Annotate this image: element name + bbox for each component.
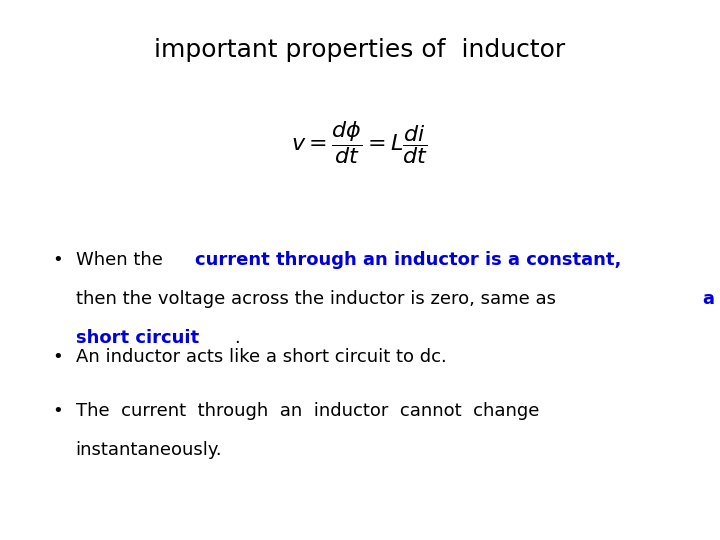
Text: then the voltage across the inductor is zero, same as: then the voltage across the inductor is …	[76, 290, 562, 308]
Text: short circuit: short circuit	[76, 329, 199, 347]
Text: important properties of  inductor: important properties of inductor	[154, 38, 566, 62]
Text: An inductor acts like a short circuit to dc.: An inductor acts like a short circuit to…	[76, 348, 446, 366]
Text: $v = \dfrac{d\phi}{dt} = L\dfrac{di}{dt}$: $v = \dfrac{d\phi}{dt} = L\dfrac{di}{dt}…	[292, 119, 428, 166]
Text: .: .	[235, 329, 240, 347]
Text: •: •	[52, 348, 63, 366]
Text: When the: When the	[76, 251, 168, 269]
Text: a: a	[703, 290, 714, 308]
Text: current through an inductor is a constant,: current through an inductor is a constan…	[195, 251, 621, 269]
Text: •: •	[52, 251, 63, 269]
Text: instantaneously.: instantaneously.	[76, 441, 222, 459]
Text: •: •	[52, 402, 63, 420]
Text: The  current  through  an  inductor  cannot  change: The current through an inductor cannot c…	[76, 402, 539, 420]
